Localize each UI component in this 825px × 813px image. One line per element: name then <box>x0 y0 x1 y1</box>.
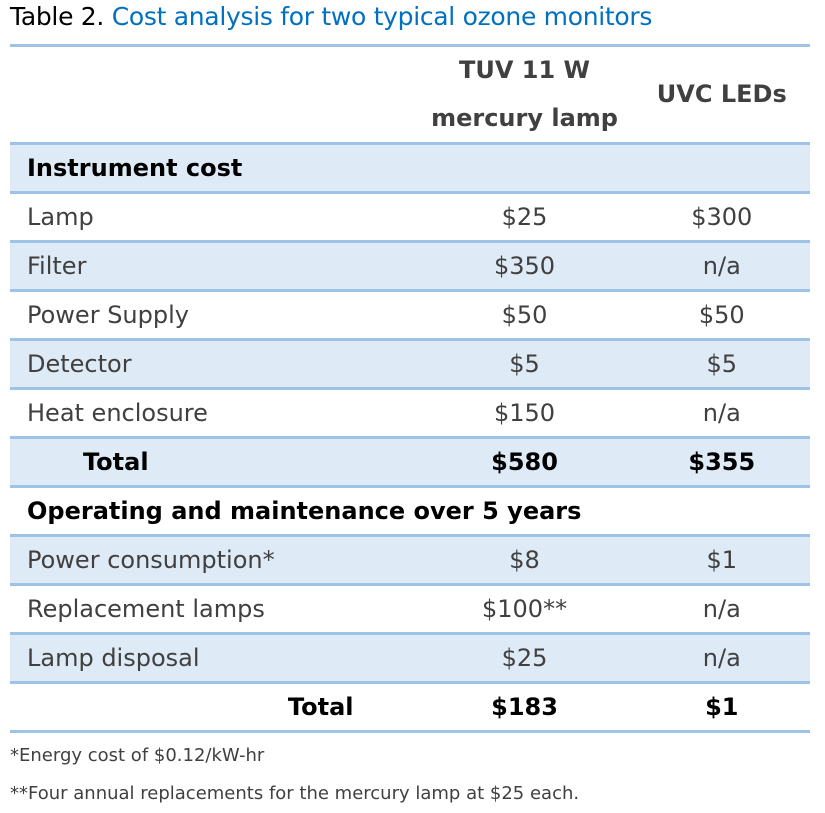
total-row: Total $580 $355 <box>10 437 810 488</box>
header-empty <box>10 46 416 145</box>
top-rule <box>10 44 810 47</box>
footnote-energy: *Energy cost of $0.12/kW-hr <box>10 745 265 766</box>
table-caption: Table 2. Cost analysis for two typical o… <box>10 2 652 31</box>
footnote-replacements: **Four annual replacements for the mercu… <box>10 783 580 804</box>
table-row: Detector $5 $5 <box>10 339 810 390</box>
total-row: Total $183 $1 <box>10 682 810 733</box>
table-label: Table 2. <box>10 2 105 31</box>
table-row: Lamp $25 $300 <box>10 192 810 243</box>
table-row: Power consumption* $8 $1 <box>10 535 810 586</box>
table-row: Filter $350 n/a <box>10 241 810 292</box>
table-title: Cost analysis for two typical ozone moni… <box>111 2 653 31</box>
table-row: Power Supply $50 $50 <box>10 290 810 341</box>
header-mercury: TUV 11 W mercury lamp <box>415 46 634 145</box>
header-led: UVC LEDs <box>633 46 810 145</box>
table-row: Lamp disposal $25 n/a <box>10 633 810 684</box>
section-header: Instrument cost <box>10 143 810 194</box>
table-row: Heat enclosure $150 n/a <box>10 388 810 439</box>
table-row: Replacement lamps $100** n/a <box>10 584 810 635</box>
header-row: TUV 11 W mercury lamp UVC LEDs <box>10 46 810 145</box>
cost-table: TUV 11 W mercury lamp UVC LEDs Instrumen… <box>10 46 810 733</box>
section-header: Operating and maintenance over 5 years <box>10 486 810 537</box>
